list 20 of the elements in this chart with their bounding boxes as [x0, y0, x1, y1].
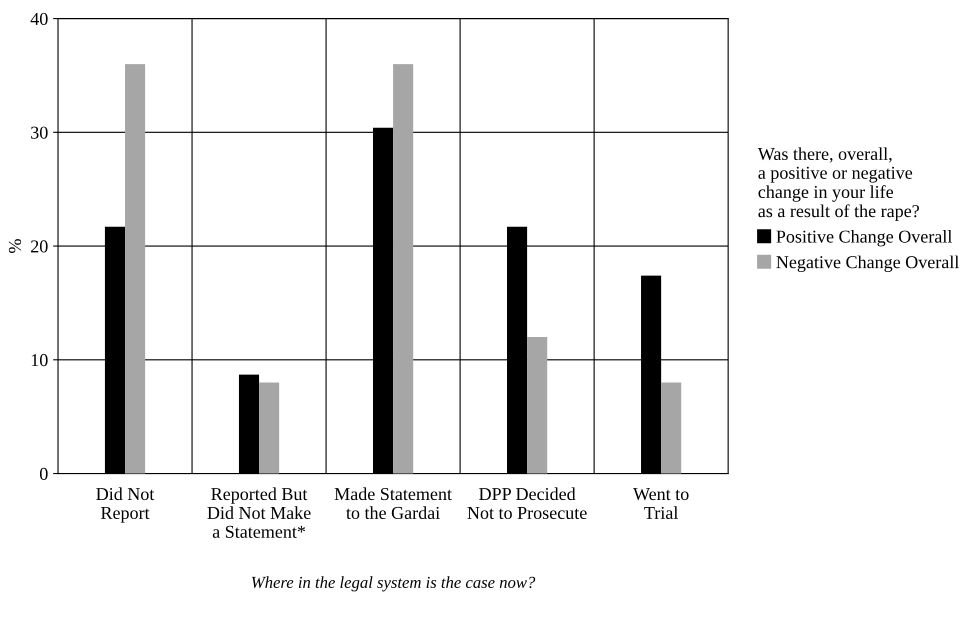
y-axis-title: %	[8, 239, 22, 253]
x-tick-label: Did Not Report	[96, 487, 154, 523]
bar	[661, 382, 682, 474]
bar	[259, 382, 280, 474]
y-tick-label: 40	[30, 12, 48, 26]
legend-label: Positive Change Overall	[776, 230, 952, 246]
bar	[527, 337, 548, 474]
legend-label: Negative Change Overall	[776, 256, 959, 272]
legend-title: Was there, overall, a positive or negative change in your life as a result of the rape?	[758, 147, 919, 221]
x-axis-title: Where in the legal system is the case now?	[252, 576, 536, 592]
x-tick-label: DPP Decided Not to Prosecute	[467, 487, 587, 520]
y-tick-label: 30	[31, 126, 48, 139]
y-tick-label: 0	[40, 468, 48, 480]
x-tick-label: Made Statement to the Gardai	[334, 487, 452, 520]
bar	[393, 64, 414, 474]
y-tick-label: 10	[32, 354, 48, 366]
x-tick-label: Went to Trial	[633, 488, 689, 520]
y-tick-label: 20	[31, 240, 48, 252]
bar	[125, 64, 146, 474]
x-tick-label: Reported But Did Not Make a Statement*	[207, 487, 311, 538]
